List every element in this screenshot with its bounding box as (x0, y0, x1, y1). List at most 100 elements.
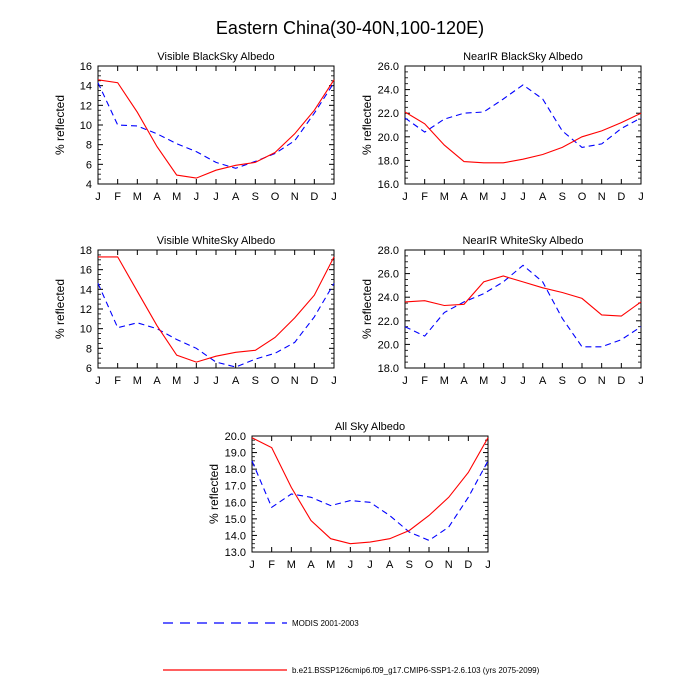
x-tick-label: A (386, 559, 394, 571)
x-tick-label: S (559, 191, 566, 203)
x-tick-label: O (578, 375, 587, 387)
series-line-model (97, 79, 335, 179)
x-tick-label: A (232, 191, 240, 203)
y-tick-label: 16.0 (225, 497, 246, 509)
x-tick-label: J (194, 191, 200, 203)
figure-title: Eastern China(30-40N,100-120E) (216, 18, 484, 38)
y-tick-label: 17.0 (225, 481, 246, 493)
x-tick-label: M (172, 375, 181, 387)
y-tick-label: 14.0 (225, 530, 246, 542)
x-tick-label: J (348, 559, 354, 571)
series-line-modis (404, 84, 642, 148)
x-tick-label: S (559, 375, 566, 387)
x-tick-label: O (578, 191, 587, 203)
series-line-model (404, 111, 642, 164)
x-tick-label: J (95, 375, 101, 387)
y-axis-label: % reflected (207, 464, 221, 524)
x-tick-label: J (520, 375, 526, 387)
x-tick-label: J (402, 375, 408, 387)
x-tick-label: J (501, 375, 507, 387)
panel-title: Visible WhiteSky Albedo (157, 235, 275, 247)
x-tick-label: A (307, 559, 315, 571)
x-tick-label: J (95, 191, 101, 203)
y-tick-label: 26.0 (378, 269, 399, 281)
x-tick-label: N (598, 191, 606, 203)
y-tick-label: 20.0 (378, 339, 399, 351)
x-tick-label: F (114, 375, 121, 387)
x-tick-label: N (291, 375, 299, 387)
x-tick-label: F (421, 191, 428, 203)
y-tick-label: 12 (80, 304, 92, 316)
x-tick-label: A (460, 191, 468, 203)
legend-modis-label: MODIS 2001-2003 (292, 619, 359, 628)
y-tick-label: 22.0 (378, 316, 399, 328)
x-tick-label: M (479, 191, 488, 203)
y-axis-label: % reflected (360, 279, 374, 339)
x-tick-label: M (172, 191, 181, 203)
y-tick-label: 24.0 (378, 292, 399, 304)
x-tick-label: A (153, 191, 161, 203)
panel-title: NearIR BlackSky Albedo (463, 51, 583, 63)
y-tick-label: 22.0 (378, 108, 399, 120)
y-tick-label: 19.0 (225, 448, 246, 460)
x-tick-label: N (291, 191, 299, 203)
x-tick-label: D (617, 191, 625, 203)
x-tick-label: F (114, 191, 121, 203)
y-tick-label: 15.0 (225, 514, 246, 526)
series-line-modis (404, 264, 642, 348)
y-tick-label: 16.0 (378, 179, 399, 191)
x-tick-label: M (133, 191, 142, 203)
y-tick-label: 8 (86, 140, 92, 152)
x-tick-label: O (271, 375, 280, 387)
series-line-modis (97, 82, 335, 169)
x-tick-label: J (331, 375, 337, 387)
y-tick-label: 14 (80, 81, 92, 93)
x-tick-label: M (326, 559, 335, 571)
panel-title: NearIR WhiteSky Albedo (462, 235, 583, 247)
x-tick-label: O (271, 191, 280, 203)
x-tick-label: J (638, 191, 644, 203)
x-tick-label: J (501, 191, 507, 203)
y-tick-label: 18 (80, 245, 92, 257)
plot-frame (404, 249, 642, 369)
x-tick-label: F (421, 375, 428, 387)
x-tick-label: F (268, 559, 275, 571)
y-tick-label: 20.0 (225, 431, 246, 443)
legend: MODIS 2001-2003 b.e21.BSSP126cmip6.f09_g… (163, 619, 540, 675)
y-tick-label: 13.0 (225, 547, 246, 559)
y-axis-label: % reflected (53, 279, 67, 339)
chart-panel: All Sky Albedo 13.0 14.0 15.0 16.0 17.0 18.0 19… (207, 421, 491, 571)
series-line-modis (251, 460, 489, 542)
x-tick-label: O (425, 559, 434, 571)
x-tick-label: M (440, 191, 449, 203)
y-tick-label: 10 (80, 120, 92, 132)
x-tick-label: D (310, 191, 318, 203)
plot-frame (97, 65, 335, 185)
x-tick-label: S (406, 559, 413, 571)
x-tick-label: M (133, 375, 142, 387)
x-tick-label: A (539, 375, 547, 387)
x-tick-label: A (232, 375, 240, 387)
x-tick-label: S (252, 375, 259, 387)
y-tick-label: 16 (80, 265, 92, 277)
series-line-model (98, 256, 335, 363)
series-line-model (404, 275, 642, 317)
x-tick-label: J (249, 559, 255, 571)
x-tick-label: J (213, 375, 219, 387)
x-tick-label: N (598, 375, 606, 387)
x-tick-label: M (287, 559, 296, 571)
y-tick-label: 4 (86, 179, 92, 191)
chart-panel: NearIR WhiteSky Albedo 18.0 20.0 22.0 24.0 26… (360, 235, 644, 387)
x-tick-label: A (460, 375, 468, 387)
x-tick-label: J (331, 191, 337, 203)
x-tick-label: A (153, 375, 161, 387)
y-tick-label: 24.0 (378, 85, 399, 97)
x-tick-label: J (194, 375, 200, 387)
y-tick-label: 10 (80, 324, 92, 336)
x-tick-label: D (310, 375, 318, 387)
y-tick-label: 28.0 (378, 245, 399, 257)
y-tick-label: 18.0 (225, 464, 246, 476)
